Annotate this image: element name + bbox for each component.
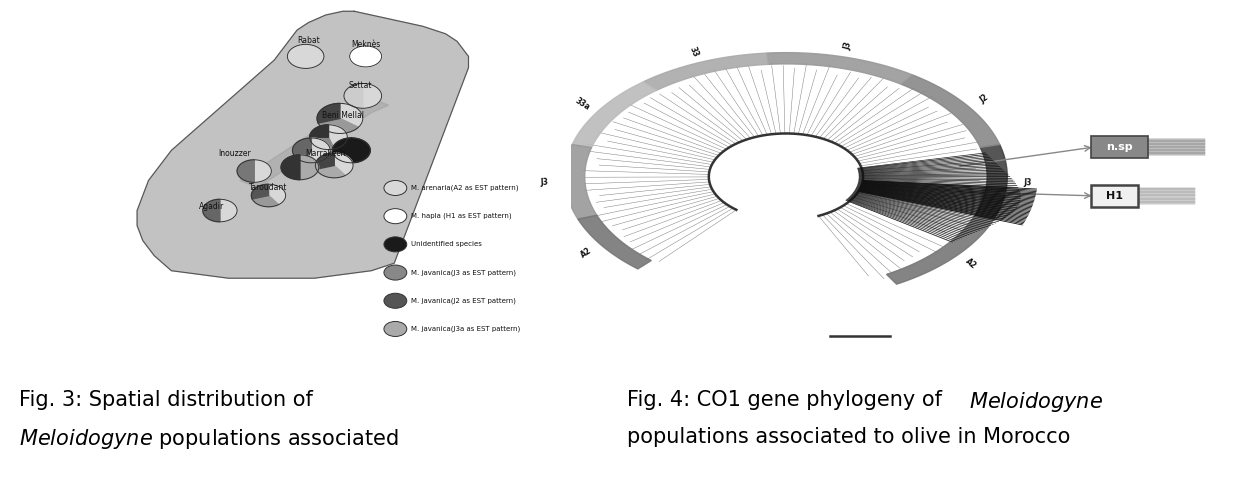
- Polygon shape: [902, 75, 1000, 147]
- Text: populations associated to olive in Morocco: populations associated to olive in Moroc…: [627, 427, 1071, 446]
- Text: Unidentified species: Unidentified species: [411, 241, 482, 247]
- Polygon shape: [333, 138, 370, 163]
- Polygon shape: [643, 53, 769, 90]
- Text: Rabat: Rabat: [297, 36, 320, 45]
- Polygon shape: [301, 155, 319, 180]
- Polygon shape: [340, 103, 363, 127]
- Polygon shape: [766, 53, 913, 84]
- Circle shape: [384, 265, 407, 280]
- Polygon shape: [578, 215, 651, 269]
- Text: n.sp: n.sp: [1107, 142, 1133, 152]
- Polygon shape: [255, 160, 271, 182]
- Polygon shape: [268, 184, 286, 205]
- Polygon shape: [344, 83, 363, 108]
- Polygon shape: [137, 11, 468, 278]
- FancyBboxPatch shape: [1090, 185, 1138, 207]
- Text: $\it{Meloidogyne}$: $\it{Meloidogyne}$: [969, 390, 1103, 415]
- Circle shape: [384, 209, 407, 224]
- Text: J3: J3: [540, 178, 549, 187]
- Circle shape: [384, 321, 407, 336]
- Polygon shape: [287, 44, 324, 68]
- Text: M. arenaria(A2 as EST pattern): M. arenaria(A2 as EST pattern): [411, 185, 519, 191]
- Polygon shape: [237, 160, 255, 182]
- Polygon shape: [975, 145, 1007, 219]
- Text: J2: J2: [977, 93, 990, 105]
- Text: A2: A2: [964, 257, 977, 271]
- Text: H1: H1: [1107, 191, 1123, 201]
- Text: Marrakech: Marrakech: [306, 149, 345, 158]
- Polygon shape: [887, 215, 994, 284]
- Text: Meknès: Meknès: [351, 40, 380, 49]
- Text: Settat: Settat: [348, 81, 371, 90]
- Text: M. javanica(J3a as EST pattern): M. javanica(J3a as EST pattern): [411, 326, 520, 332]
- Circle shape: [384, 293, 407, 308]
- Text: 33a: 33a: [574, 96, 591, 112]
- Text: Fig. 4: CO1 gene phylogeny of: Fig. 4: CO1 gene phylogeny of: [627, 390, 949, 410]
- FancyBboxPatch shape: [1090, 136, 1148, 158]
- Polygon shape: [220, 199, 237, 222]
- Polygon shape: [309, 125, 328, 137]
- Circle shape: [384, 237, 407, 252]
- Polygon shape: [317, 103, 340, 123]
- Text: Beni Mellal: Beni Mellal: [322, 111, 364, 120]
- Polygon shape: [317, 165, 345, 178]
- Text: M. javanica(J3 as EST pattern): M. javanica(J3 as EST pattern): [411, 269, 517, 276]
- Polygon shape: [306, 138, 330, 163]
- Text: Inouzzer: Inouzzer: [217, 149, 251, 158]
- Text: M. hapla (H1 as EST pattern): M. hapla (H1 as EST pattern): [411, 213, 512, 219]
- Text: 33: 33: [687, 45, 699, 58]
- Text: Taroudant: Taroudant: [250, 183, 288, 192]
- Polygon shape: [363, 83, 381, 108]
- Polygon shape: [350, 46, 381, 67]
- Polygon shape: [240, 98, 389, 188]
- Polygon shape: [251, 184, 268, 199]
- Polygon shape: [565, 145, 597, 219]
- Polygon shape: [281, 155, 301, 180]
- Text: A2: A2: [579, 245, 592, 259]
- Polygon shape: [318, 119, 359, 134]
- Polygon shape: [328, 125, 348, 149]
- Polygon shape: [252, 196, 278, 207]
- Circle shape: [384, 180, 407, 196]
- Polygon shape: [334, 153, 353, 175]
- Polygon shape: [315, 153, 334, 169]
- Polygon shape: [309, 137, 334, 149]
- Text: M. javanica(J2 as EST pattern): M. javanica(J2 as EST pattern): [411, 297, 517, 304]
- Text: Fig. 3: Spatial distribution of: Fig. 3: Spatial distribution of: [19, 390, 313, 410]
- Text: $\it{Meloidogyne}$ populations associated: $\it{Meloidogyne}$ populations associate…: [19, 427, 399, 451]
- Polygon shape: [202, 199, 220, 222]
- Polygon shape: [293, 138, 312, 162]
- Text: J3: J3: [843, 41, 853, 51]
- Polygon shape: [573, 81, 657, 147]
- Text: J3: J3: [1023, 178, 1031, 187]
- Text: Agadir: Agadir: [199, 201, 224, 211]
